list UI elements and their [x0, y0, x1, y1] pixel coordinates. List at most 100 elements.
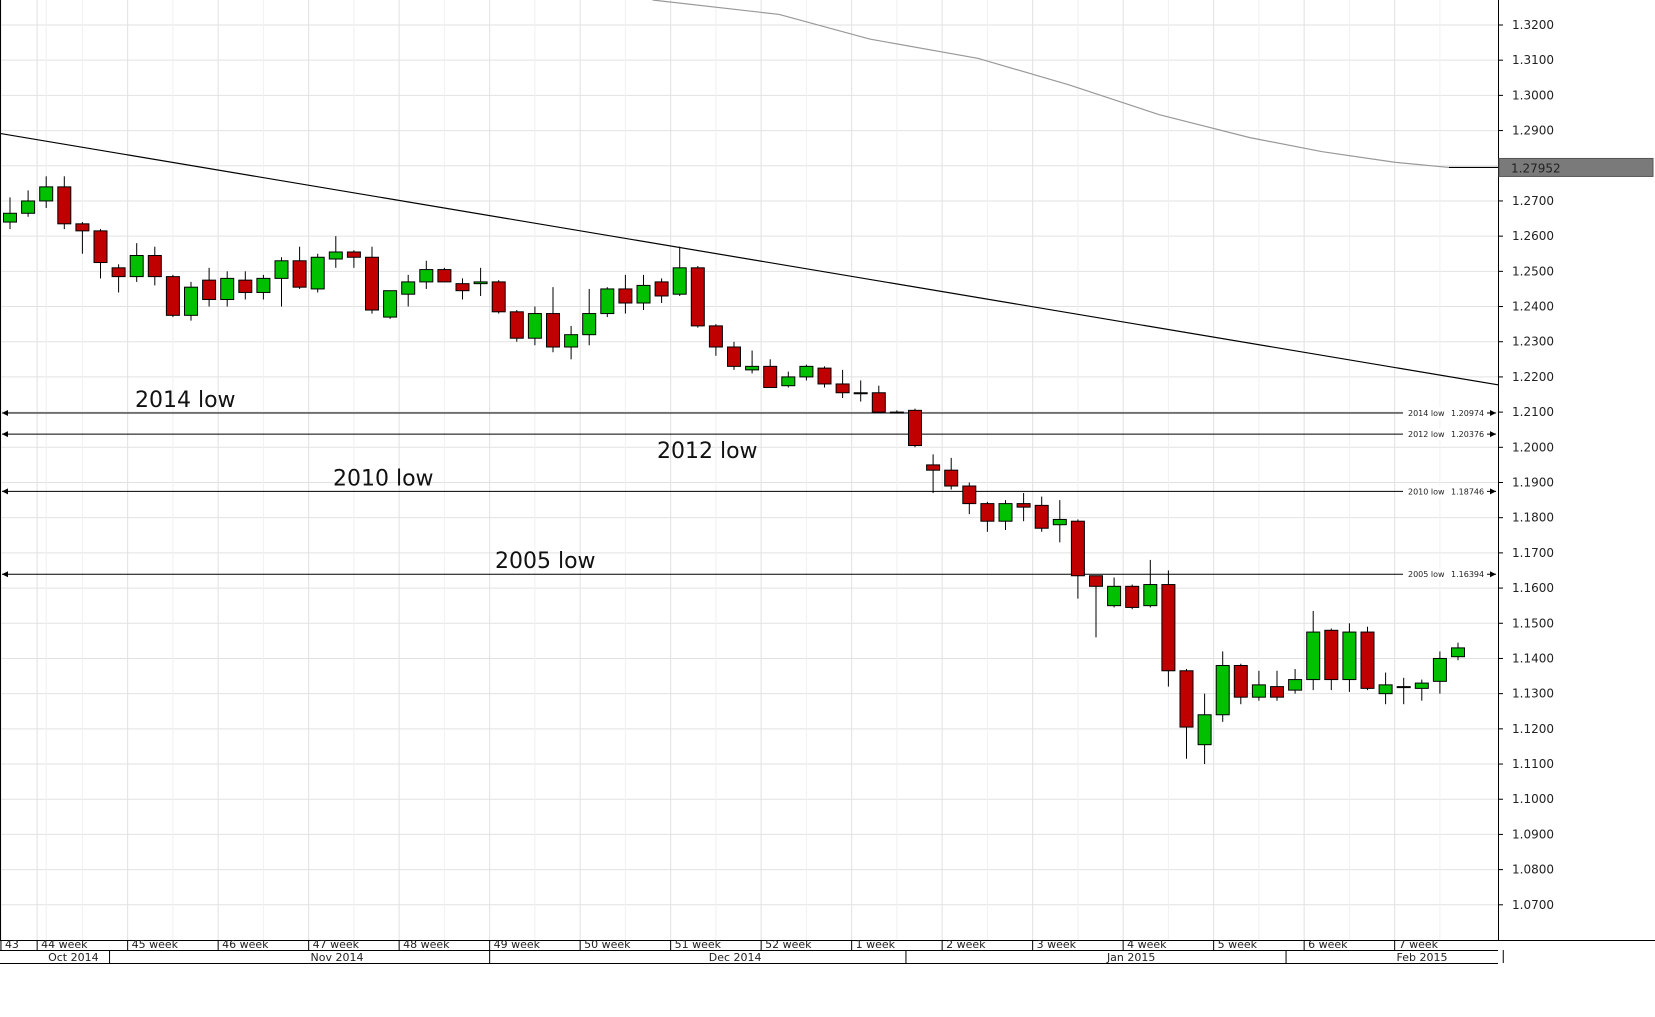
candle-up	[1107, 577, 1122, 608]
candle-up	[1451, 642, 1465, 661]
candle-body	[328, 251, 343, 260]
candle-up	[129, 243, 144, 282]
y-tick-label: 1.1900	[1512, 475, 1554, 489]
y-tick-label: 1.2500	[1512, 264, 1554, 278]
level-tag-value: 1.18746	[1451, 487, 1484, 496]
x-axis: 43 44 week 45 week 46 week 47 week 48 week 49 …	[0, 938, 1655, 1017]
candle-body	[401, 281, 416, 295]
candle-body	[1378, 684, 1393, 695]
candle-down	[455, 278, 470, 300]
candle-body	[871, 392, 886, 413]
candle-body	[980, 503, 995, 522]
month-label: Jan 2015	[1106, 951, 1155, 964]
candle-up	[998, 500, 1013, 531]
level-arrow-right	[1490, 431, 1496, 438]
level-tag-name: 2005 low	[1408, 570, 1445, 579]
candle-up	[383, 290, 398, 319]
y-tick-label: 1.3200	[1512, 18, 1554, 32]
candle-up	[3, 197, 17, 230]
candle-down	[654, 278, 669, 304]
week-label: 46 week	[222, 938, 269, 951]
candle-body	[799, 365, 814, 378]
candle-down	[1270, 670, 1284, 701]
candle-body	[835, 383, 850, 394]
candle-body	[365, 256, 379, 311]
y-tick-label: 1.2300	[1512, 335, 1554, 349]
candle-up	[1215, 651, 1230, 722]
y-tick-label: 1.1800	[1512, 511, 1554, 525]
week-label: 1 week	[856, 938, 896, 951]
candle-body	[908, 409, 922, 447]
candle-body	[1143, 584, 1158, 607]
candle-up	[1342, 623, 1357, 692]
candle-down	[1034, 496, 1049, 532]
candle-body	[1270, 686, 1284, 698]
candle-down	[111, 264, 126, 293]
level-tag-name: 2012 low	[1408, 430, 1445, 439]
y-tick-label: 1.2600	[1512, 229, 1554, 243]
week-label: 45 week	[132, 938, 179, 951]
candles	[3, 176, 1465, 765]
y-tick-label: 1.1300	[1512, 687, 1554, 701]
candle-down	[1016, 493, 1031, 522]
y-tick-label: 1.1500	[1512, 616, 1554, 630]
grid	[0, 0, 1498, 963]
candle-body	[346, 251, 361, 258]
candle-up	[1378, 672, 1393, 705]
candle-body	[1070, 520, 1085, 577]
candle-body	[1089, 575, 1103, 587]
y-tick-label: 1.3000	[1512, 88, 1554, 102]
candle-up	[1396, 677, 1411, 705]
month-label: Feb 2015	[1397, 951, 1448, 964]
candle-down	[1324, 628, 1339, 691]
candle-body	[926, 464, 941, 471]
candle-down	[238, 271, 253, 300]
y-tick-label: 1.2700	[1512, 194, 1554, 208]
candle-body	[383, 290, 398, 318]
y-tick-label: 1.2200	[1512, 370, 1554, 384]
candle-up	[1432, 651, 1447, 694]
candle-up	[582, 288, 597, 346]
candle-up	[527, 306, 542, 346]
candle-body	[274, 260, 289, 279]
candle-down	[202, 267, 217, 307]
candle-body	[944, 469, 959, 487]
week-label: 5 week	[1218, 938, 1258, 951]
candle-body	[745, 365, 760, 371]
candle-body	[763, 365, 778, 388]
last-value-box	[1498, 157, 1654, 177]
candle-down	[1179, 669, 1194, 759]
candle-body	[292, 260, 307, 288]
level-arrow-left	[2, 488, 8, 495]
candle-body	[564, 334, 579, 348]
trendline	[0, 132, 1504, 387]
candle-up	[21, 190, 36, 217]
candle-body	[781, 376, 796, 387]
x-axis-background	[0, 940, 1655, 1017]
candle-body	[491, 281, 506, 313]
candle-body	[1451, 647, 1465, 658]
candle-body	[509, 311, 524, 339]
candle-down	[727, 341, 741, 370]
y-tick-label: 1.2900	[1512, 124, 1554, 138]
candle-up	[564, 325, 579, 360]
candle-up	[600, 287, 615, 318]
level-arrow-right	[1490, 571, 1496, 578]
level-label: 2012 low	[657, 439, 758, 464]
candle-body	[57, 186, 72, 225]
candle-up	[220, 271, 235, 307]
month-label: Oct 2014	[48, 951, 99, 964]
candle-down	[1125, 584, 1140, 610]
month-label: Nov 2014	[311, 951, 364, 964]
candle-body	[1034, 504, 1049, 529]
candle-up	[799, 364, 814, 381]
candle-up	[328, 236, 343, 268]
candle-down	[437, 267, 452, 283]
candle-up	[672, 246, 687, 296]
candle-body	[546, 313, 560, 348]
candle-up	[889, 410, 904, 414]
candle-body	[690, 267, 705, 327]
candle-body	[3, 212, 17, 223]
candle-body	[527, 313, 542, 339]
y-tick-label: 1.1600	[1512, 581, 1554, 595]
